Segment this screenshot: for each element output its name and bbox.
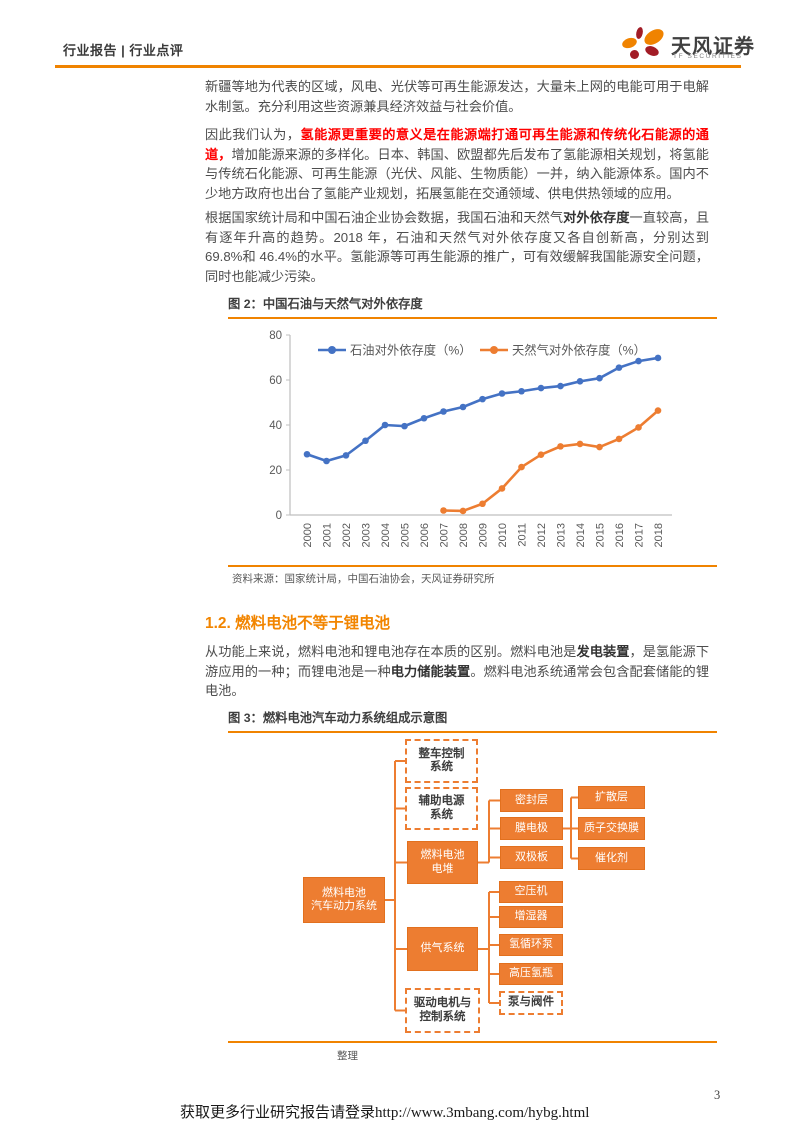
- paragraph-3-text-2: 一直较高，且有逐年升高的趋势。2018 年，石油和天然气对外依存度又各自创新高，…: [205, 210, 710, 284]
- paragraph-4-bold-1: 发电装置: [576, 644, 630, 659]
- paragraph-3: 根据国家统计局和中国石油企业协会数据，我国石油和天然气对外依存度一直较高，且有逐…: [205, 208, 709, 286]
- svg-text:2017: 2017: [634, 523, 646, 547]
- svg-text:2014: 2014: [575, 523, 587, 547]
- svg-text:2011: 2011: [517, 523, 529, 547]
- section-number: 1.2.: [205, 615, 231, 632]
- figure2-source: 资料来源：国家统计局，中国石油协会，天风证券研究所: [232, 573, 495, 585]
- svg-text:2018: 2018: [653, 523, 665, 547]
- svg-text:天然气对外依存度（%）: 天然气对外依存度（%）: [512, 343, 646, 358]
- paragraph-2-highlight: 氢能源更重要的意义是在能源端打通可再生能源和传统化石能源的通道，: [205, 127, 709, 162]
- paragraph-4-bold-2: 电力储能装置: [390, 663, 471, 679]
- diagram-node-drive: 驱动电机与 控制系统: [405, 988, 480, 1033]
- svg-text:石油对外依存度（%）: 石油对外依存度（%）: [350, 343, 472, 358]
- diagram-node-valves: 泵与阀件: [499, 991, 563, 1015]
- svg-text:20: 20: [269, 465, 282, 477]
- diagram-node-h2tank: 高压氢瓶: [499, 963, 563, 985]
- diagram-node-vehicle-control: 整车控制 系统: [405, 739, 478, 783]
- svg-text:2003: 2003: [361, 523, 373, 547]
- svg-text:2015: 2015: [595, 523, 607, 547]
- paragraph-3-bold: 对外依存度: [563, 210, 630, 225]
- figure3-diagram: 燃料电池 汽车动力系统 整车控制 系统 辅助电源 系统 燃料电池 电堆 供气系统驱动电机与 控制系…: [228, 735, 717, 1037]
- paragraph-1-text: 新疆等地为代表的区域，风电、光伏等可再生能源发达，大量未上网的电能可用于电解水制…: [205, 79, 709, 114]
- figure2-title: 图 2：中国石油与天然气对外依存度: [228, 294, 717, 319]
- diagram-node-root: 燃料电池 汽车动力系统: [303, 877, 385, 923]
- svg-text:2000: 2000: [302, 523, 314, 547]
- paragraph-4-text-2: ，是氢能源下游应用的一种；而锂电池是一种: [205, 644, 710, 679]
- diagram-node-h2pump: 氢循环泵: [499, 934, 563, 956]
- page-number: 3: [714, 1088, 721, 1102]
- diagram-node-compressor: 空压机: [499, 881, 563, 903]
- diagram-node-aux-power: 辅助电源 系统: [405, 787, 478, 830]
- paragraph-2: 因此我们认为，氢能源更重要的意义是在能源端打通可再生能源和传统化石能源的通道，增…: [205, 125, 709, 203]
- figure2-line-chart: 0 20 40 60 80 2000 2001 2002 2003 2004 2005 2006 200…: [269, 330, 672, 547]
- paragraph-2-text-2: 增加能源来源的多样化。日本、韩国、欧盟都先后发布了氢能源相关规划，将氢能与传统石…: [205, 146, 709, 201]
- paragraph-1: 新疆等地为代表的区域，风电、光伏等可再生能源发达，大量未上网的电能可用于电解水制…: [205, 77, 709, 116]
- paragraph-4-text: 从功能上来说，燃料电池和锂电池存在本质的区别。燃料电池是: [205, 644, 577, 659]
- svg-text:2010: 2010: [497, 523, 509, 547]
- brand-subtitle: TF SECURITIES: [673, 53, 743, 60]
- diagram-node-diffusion: 扩散层: [578, 786, 645, 809]
- figure2-bottom-rule: [228, 565, 717, 567]
- svg-text:2004: 2004: [380, 523, 392, 547]
- figure3-source: 整理: [337, 1050, 358, 1062]
- section-title: 燃料电池不等于锂电池: [235, 615, 391, 632]
- svg-text:2008: 2008: [458, 523, 470, 547]
- header-section-label: 行业报告 | 行业点评: [63, 43, 184, 58]
- svg-text:2002: 2002: [341, 523, 353, 547]
- svg-text:40: 40: [269, 420, 282, 432]
- svg-text:60: 60: [269, 375, 282, 387]
- svg-text:2006: 2006: [419, 523, 431, 547]
- svg-text:2009: 2009: [478, 523, 490, 547]
- diagram-node-humidifier: 增湿器: [499, 906, 563, 928]
- paragraph-4: 从功能上来说，燃料电池和锂电池存在本质的区别。燃料电池是发电装置，是氢能源下游应…: [205, 642, 709, 701]
- svg-text:2005: 2005: [400, 523, 412, 547]
- svg-text:2016: 2016: [614, 523, 626, 547]
- figure3-title: 图 3：燃料电池汽车动力系统组成示意图: [228, 708, 717, 733]
- diagram-node-seal: 密封层: [500, 789, 563, 812]
- diagram-node-bipolar: 双极板: [500, 846, 563, 869]
- diagram-node-catalyst: 催化剂: [578, 847, 645, 870]
- paragraph-2-text: 因此我们认为，: [205, 127, 301, 142]
- tf-securities-logo-icon: [622, 27, 664, 59]
- svg-text:2001: 2001: [322, 523, 334, 547]
- paragraph-4-text-3: 。燃料电池系统通常会包含配套储能的锂电池。: [205, 663, 710, 699]
- diagram-node-stack: 燃料电池 电堆: [407, 841, 478, 884]
- svg-text:80: 80: [269, 330, 282, 342]
- diagram-connectors: [385, 760, 578, 1012]
- section-heading-1-2: 1.2. 燃料电池不等于锂电池: [205, 611, 390, 633]
- svg-text:2007: 2007: [439, 523, 451, 547]
- brand-name: 天风证券: [671, 36, 755, 58]
- svg-text:2012: 2012: [536, 523, 548, 547]
- header-rule: [55, 65, 741, 68]
- paragraph-3-text: 根据国家统计局和中国石油企业协会数据，我国石油和天然气: [205, 210, 564, 225]
- diagram-node-pem: 质子交换膜: [578, 817, 645, 840]
- footer-link[interactable]: 获取更多行业研究报告请登录http://www.3mbang.com/hybg.…: [180, 1105, 590, 1121]
- svg-text:2013: 2013: [556, 523, 568, 547]
- svg-text:0: 0: [276, 510, 282, 522]
- diagram-node-mea: 膜电极: [500, 817, 563, 840]
- figure3-bottom-rule: [228, 1041, 717, 1043]
- diagram-node-gas: 供气系统: [407, 927, 478, 971]
